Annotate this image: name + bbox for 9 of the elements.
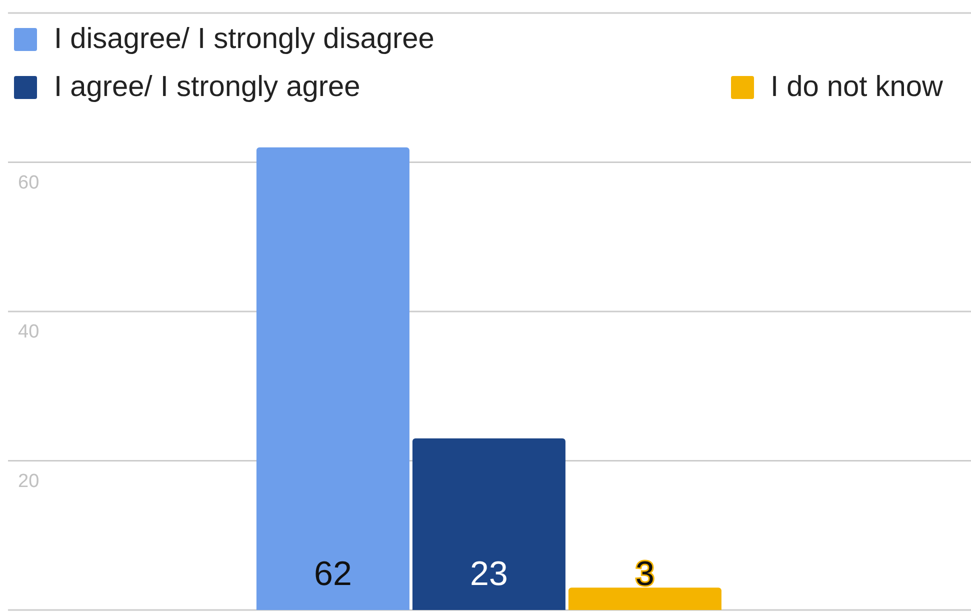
data-label: 62 (314, 555, 352, 593)
data-label: 3 (635, 555, 654, 593)
legend-label: I agree/ I strongly agree (54, 70, 360, 104)
legend-label: I disagree/ I strongly disagree (54, 22, 434, 56)
y-tick-label: 60 (18, 172, 40, 194)
data-label: 23 (470, 555, 508, 593)
y-tick-label: 20 (18, 470, 40, 492)
y-tick-label: 40 (18, 322, 40, 342)
legend-label: I do not know (770, 70, 943, 104)
